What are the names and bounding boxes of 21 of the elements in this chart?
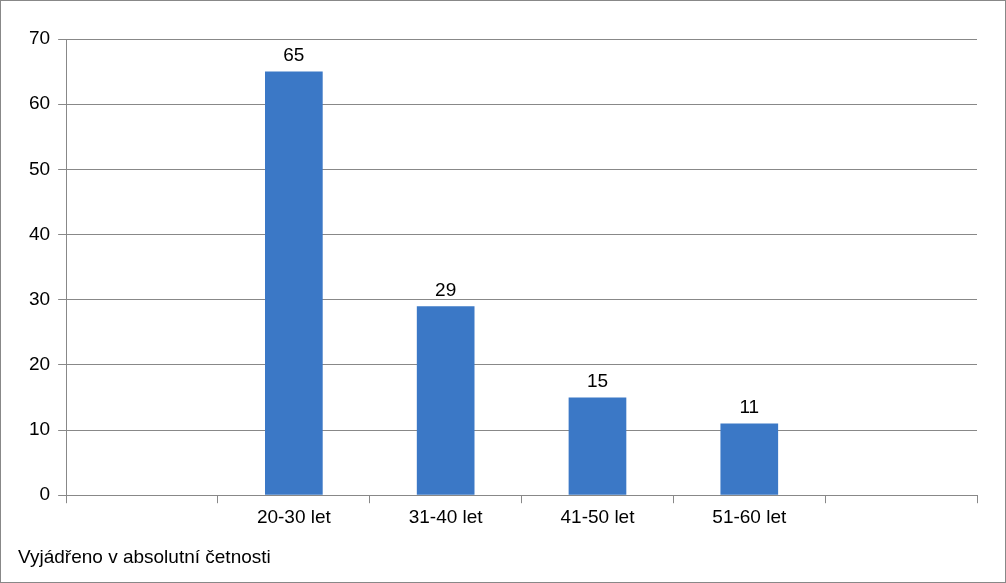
bar [416, 306, 475, 495]
y-tick-label: 70 [28, 27, 51, 49]
y-tick-label: 30 [28, 287, 51, 309]
y-tick-label: 0 [39, 483, 51, 505]
data-label: 29 [435, 278, 457, 300]
x-tick-label: 41-50 let [560, 505, 636, 527]
x-tick-label: 31-40 let [408, 505, 484, 527]
bar [265, 71, 323, 495]
x-tick-label: 20-30 let [256, 505, 332, 527]
data-label: 11 [739, 396, 760, 418]
y-tick-label: 50 [28, 157, 51, 179]
y-tick-label: 60 [28, 92, 51, 114]
y-tick-label: 20 [28, 353, 51, 375]
y-tick-label: 40 [28, 222, 51, 244]
bar [568, 397, 627, 495]
data-label: 15 [586, 370, 609, 392]
x-tick-label: 51-60 let [712, 505, 787, 527]
y-tick-label: 10 [28, 418, 51, 440]
data-label: 65 [283, 44, 305, 66]
bar [720, 423, 779, 495]
text: Vyjádřeno v absolutní četnosti [18, 546, 271, 567]
